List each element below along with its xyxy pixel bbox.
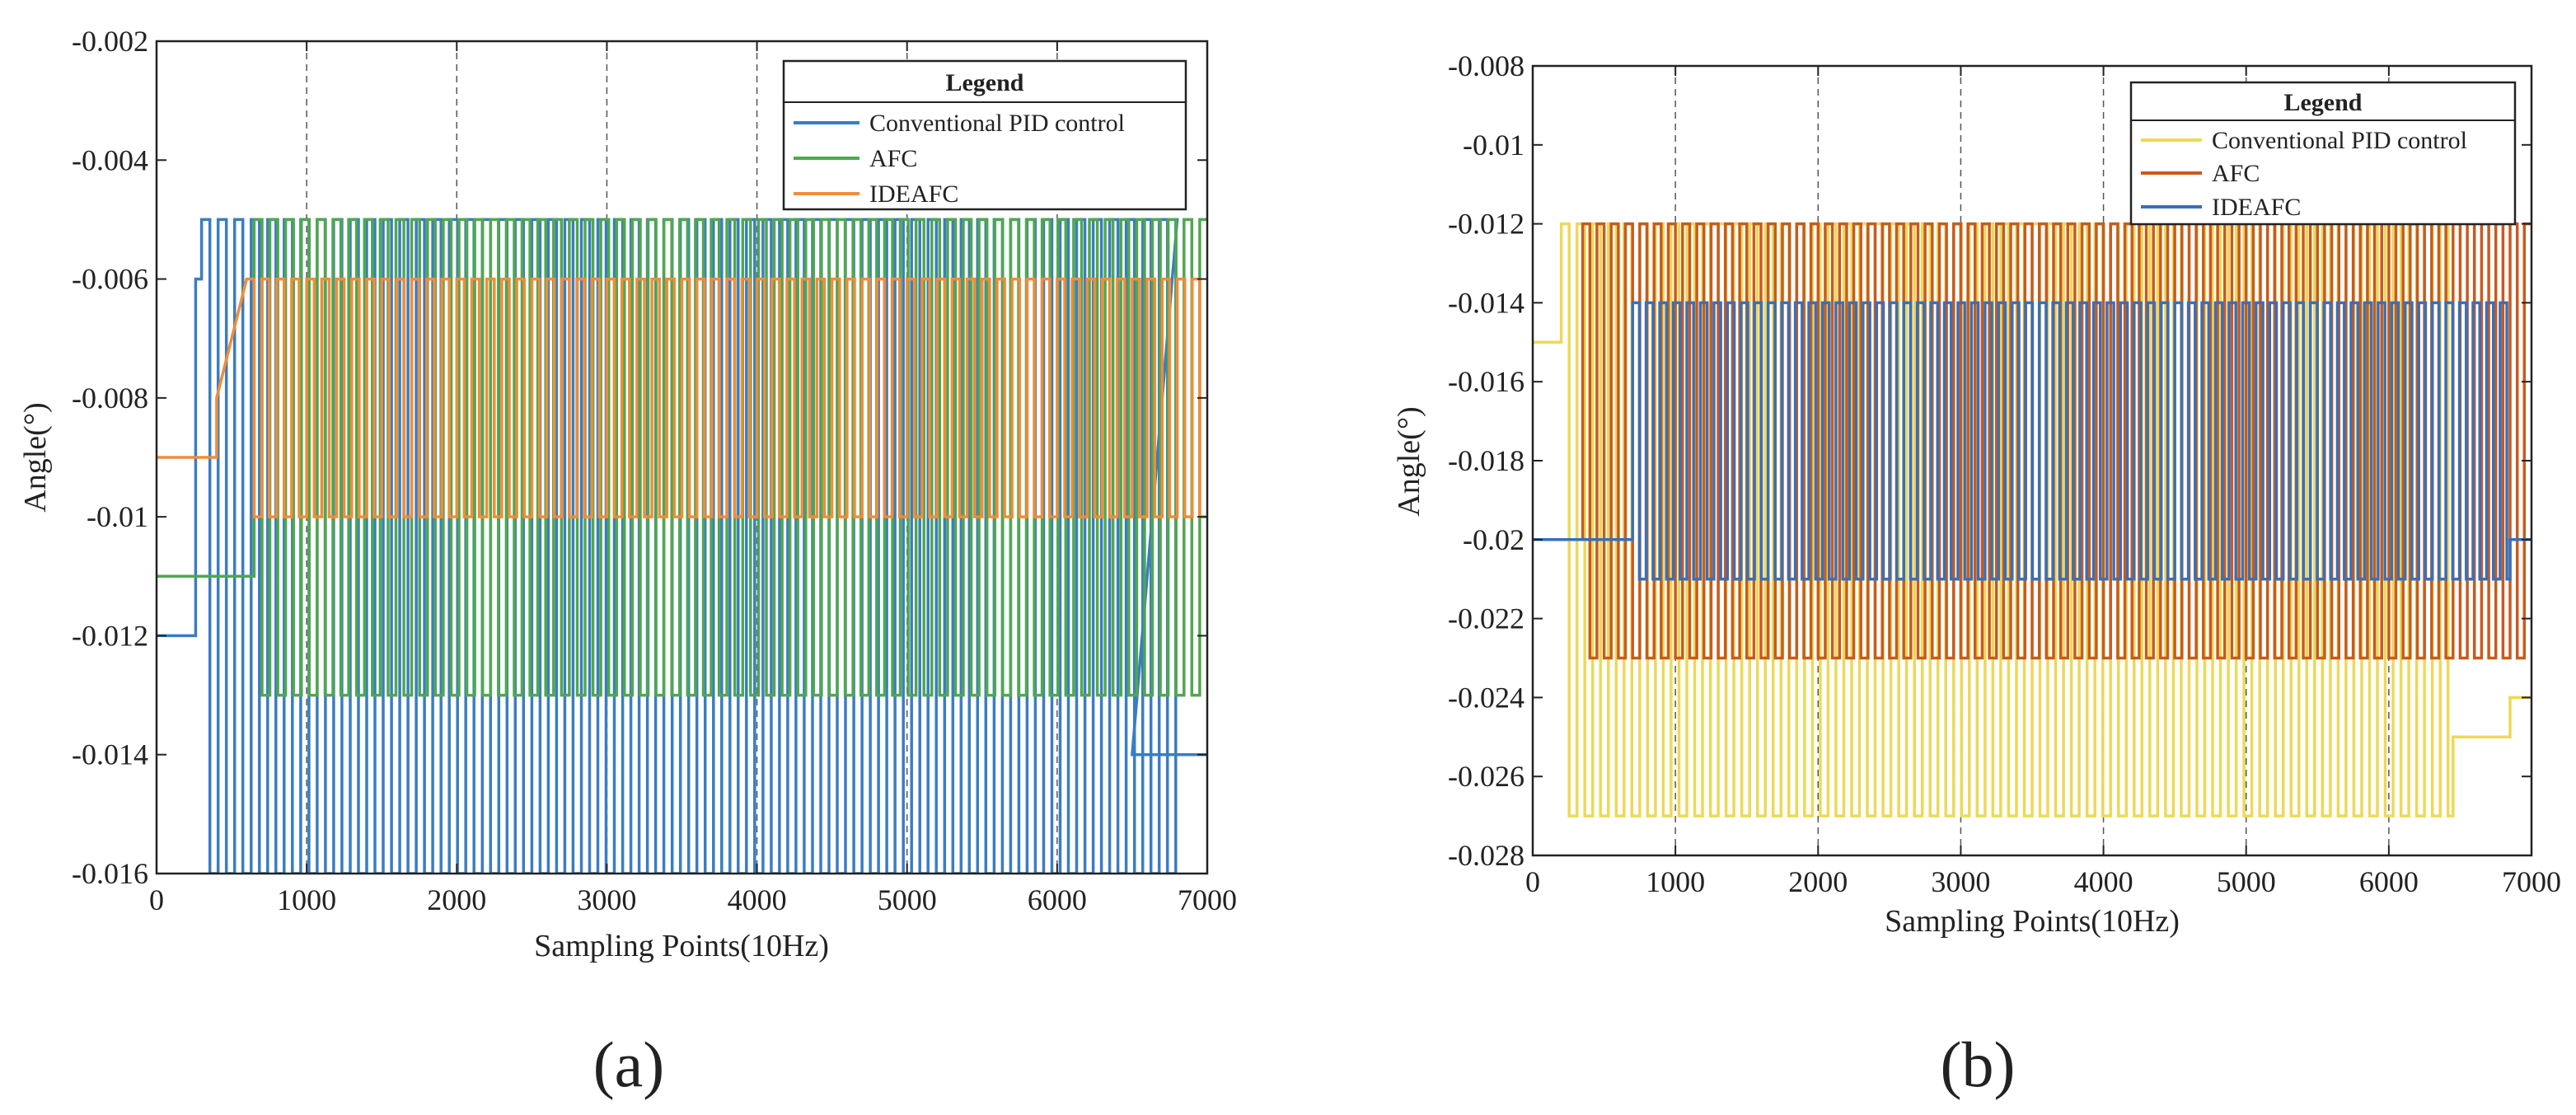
legend-label-pid: Conventional PID control [869,110,1125,137]
y-tick-label: -0.008 [1448,49,1525,82]
series-group [157,218,1207,874]
y-axis-title: Angle(°) [18,402,53,512]
y-tick-label: -0.022 [1448,602,1525,635]
y-tick-label: -0.014 [72,738,148,771]
legend-title: Legend [2283,89,2362,116]
x-axis-title: Sampling Points(10Hz) [1885,904,2180,939]
x-tick-label: 5000 [878,883,937,916]
y-tick-label: -0.02 [1463,523,1525,556]
chart-panel-a: 0 1000 2000 3000 4000 5000 6000 7000 -0.016 -0.01… [18,25,1237,1100]
axis-ticks: 0 1000 2000 3000 4000 5000 6000 7000 -0.028 -0.02… [1448,49,2561,898]
y-tick-label: -0.026 [1448,760,1525,793]
y-tick-label: -0.012 [1448,208,1525,241]
chart-panel-b: 0 1000 2000 3000 4000 5000 6000 7000 -0.028 -0.02… [1392,49,2561,1100]
axis-ticks: 0 1000 2000 3000 4000 5000 6000 7000 -0.016 -0.01… [72,25,1237,916]
legend-box [782,59,1187,211]
x-tick-label: 5000 [2217,865,2276,898]
y-tick-label: -0.01 [87,500,148,533]
x-tick-label: 2000 [1788,865,1848,898]
legend-title: Legend [945,69,1023,96]
y-tick-label: -0.004 [72,143,148,176]
x-tick-label: 2000 [427,883,486,916]
y-tick-label: -0.014 [1448,286,1525,319]
y-tick-label: -0.006 [72,263,148,296]
x-tick-label: 3000 [1931,865,1990,898]
x-tick-label: 4000 [2074,865,2133,898]
x-tick-label: 7000 [2502,865,2561,898]
series-line-ideafc [157,277,1207,518]
plot-frame [155,40,1209,875]
series-line-ideafc [1533,301,2532,581]
legend: Legend Conventional PID control AFC IDEA… [782,59,1187,211]
x-tick-label: 6000 [2359,865,2419,898]
legend-label-pid: Conventional PID control [2212,127,2467,154]
y-tick-label: -0.008 [72,382,148,415]
y-tick-label: -0.01 [1463,129,1525,162]
legend-label-afc: AFC [2212,160,2260,187]
x-tick-label: 1000 [1646,865,1705,898]
y-tick-label: -0.012 [72,619,148,652]
x-tick-label: 0 [1525,865,1540,898]
panel-label-b: (b) [1941,1028,2016,1100]
x-tick-label: 4000 [728,883,787,916]
x-tick-label: 7000 [1178,883,1237,916]
x-tick-label: 6000 [1028,883,1087,916]
x-tick-label: 0 [149,883,164,916]
y-tick-label: -0.002 [72,25,148,58]
panel-label-a: (a) [593,1028,665,1100]
legend-box [2129,81,2517,226]
legend: Legend Conventional PID control AFC IDEA… [2129,81,2517,226]
y-axis-title: Angle(°) [1392,406,1426,516]
y-tick-label: -0.028 [1448,839,1525,872]
x-tick-label: 1000 [277,883,336,916]
y-tick-label: -0.024 [1448,681,1525,714]
legend-label-ideafc: IDEAFC [869,180,958,208]
y-tick-label: -0.018 [1448,444,1525,477]
x-axis-title: Sampling Points(10Hz) [534,929,829,963]
legend-label-ideafc: IDEAFC [2212,194,2301,221]
x-tick-label: 3000 [577,883,636,916]
y-tick-label: -0.016 [72,857,148,890]
y-tick-label: -0.016 [1448,365,1525,398]
legend-label-afc: AFC [869,145,917,172]
